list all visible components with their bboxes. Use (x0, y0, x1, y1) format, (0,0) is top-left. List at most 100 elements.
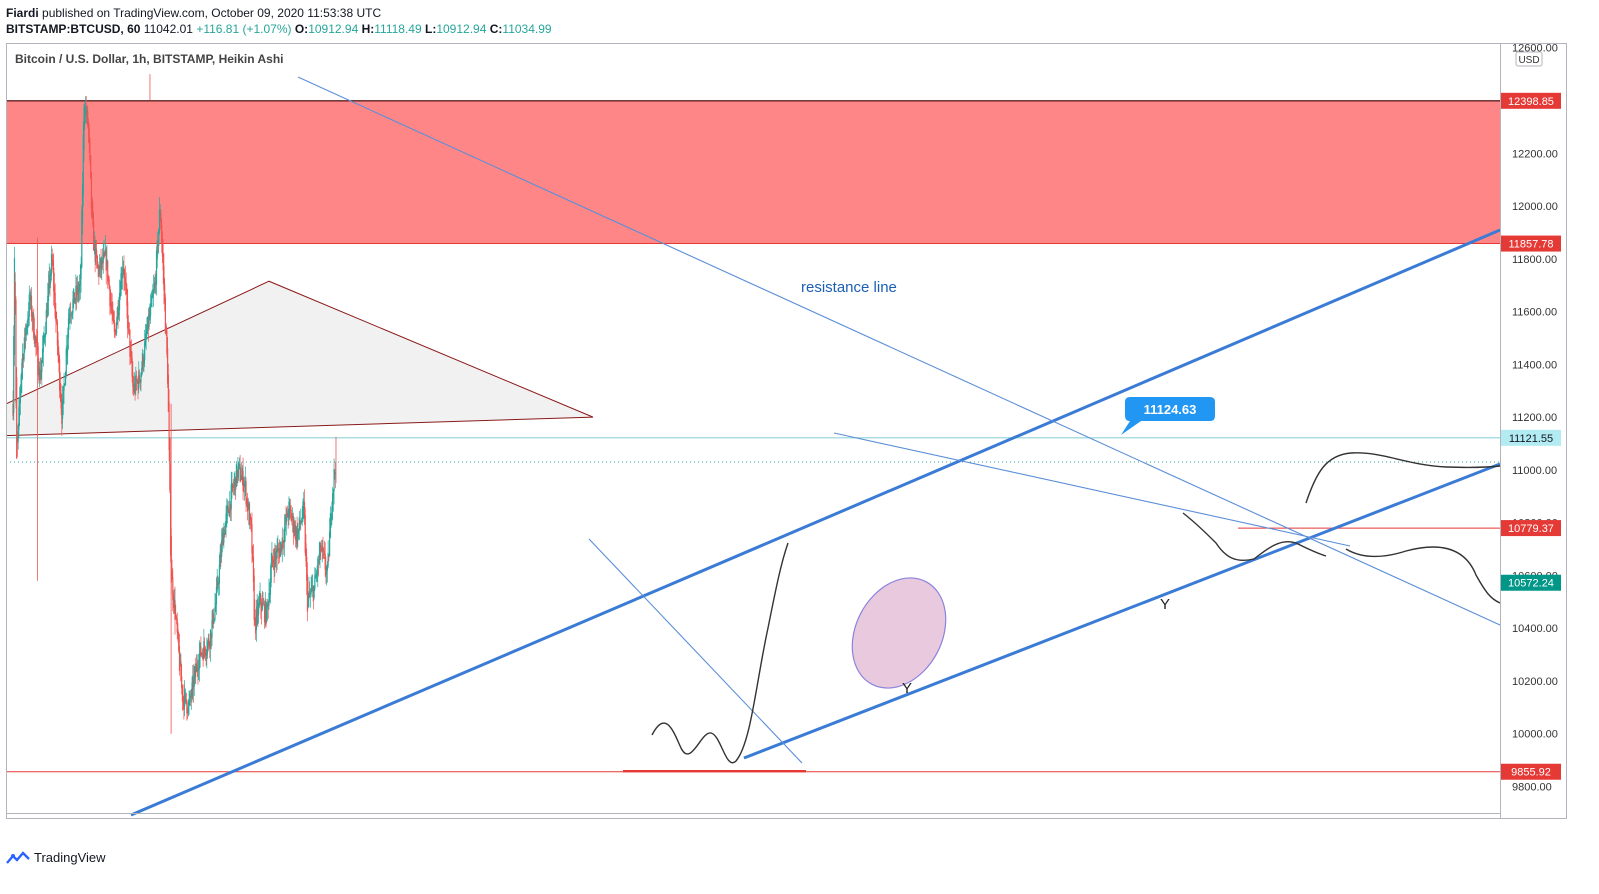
candle-body (66, 348, 68, 356)
candle-body (27, 318, 29, 327)
candle-body (53, 285, 56, 296)
candle-body (123, 268, 125, 279)
price-chart[interactable]: resistance line Y Y Bitcoin / U.S. Dollar, … (6, 43, 1567, 819)
author[interactable]: Fiardi (6, 6, 39, 20)
candle-body (124, 275, 126, 278)
candle-body (236, 469, 238, 480)
candle-body (122, 267, 124, 271)
candle-body (44, 333, 47, 337)
low-value: 10912.94 (436, 22, 487, 36)
candle-body (129, 329, 131, 357)
y-tick-label: 10000.00 (1512, 729, 1558, 741)
candle-body (19, 389, 21, 404)
candle-body (135, 378, 138, 382)
candle-body (292, 516, 294, 534)
candle-body (293, 528, 295, 533)
candle-body (30, 294, 32, 300)
candle-body (281, 537, 283, 551)
candle-body (64, 385, 66, 387)
candle-body (161, 239, 164, 257)
price-axis-label-bg (1501, 520, 1561, 537)
candle-body (233, 482, 235, 488)
candle-body (187, 702, 189, 713)
candle-body (330, 519, 332, 521)
candle-body (312, 586, 314, 602)
y-tick-label: 10200.00 (1512, 676, 1558, 688)
candle-body (276, 548, 278, 559)
candle-body (224, 522, 226, 535)
y-marker-1: Y (902, 680, 912, 697)
candle-body (234, 476, 236, 484)
candle-body (263, 603, 265, 605)
candle-body (108, 279, 110, 289)
projection-curve (1305, 452, 1501, 504)
candle-body (271, 552, 273, 568)
candle-body (303, 500, 305, 506)
candle-body (87, 111, 89, 126)
candle-body (317, 562, 320, 564)
candle-body (54, 292, 56, 318)
candle-body (137, 380, 139, 391)
candle-body (127, 321, 130, 323)
price-axis-label: 11857.78 (1508, 239, 1553, 251)
candle-body (329, 513, 331, 538)
candle-body (67, 318, 70, 339)
candle-body (262, 603, 264, 605)
candle-body (118, 292, 121, 310)
candle-body (20, 374, 22, 393)
candle-body (214, 607, 216, 620)
candle-body (155, 283, 157, 285)
candle-body (320, 545, 322, 552)
candle-body (323, 551, 326, 555)
chart-header: Fiardi published on TradingView.com, Oct… (6, 5, 552, 37)
candle-body (24, 328, 26, 348)
candle-body (164, 283, 166, 303)
candle-body (29, 298, 31, 301)
candle-body (331, 507, 333, 520)
candle-body (27, 315, 30, 321)
candle-body (160, 213, 162, 229)
candle-body (273, 562, 275, 570)
candle-body (175, 615, 177, 618)
candle-body (84, 114, 86, 119)
candle-body (241, 468, 243, 477)
price-axis-label: 9855.92 (1511, 767, 1551, 779)
chart-frame[interactable]: resistance line Y Y Bitcoin / U.S. Dollar, … (6, 43, 1567, 819)
candle-body (56, 321, 58, 346)
candle-body (334, 472, 337, 474)
price-callout (1121, 397, 1215, 435)
candle-body (171, 571, 173, 580)
candle-body (252, 546, 254, 560)
candle-body (202, 653, 204, 661)
candle-body (243, 482, 246, 487)
candle-body (48, 274, 50, 288)
footer-brand[interactable]: TradingView (34, 850, 106, 865)
symbol[interactable]: BITSTAMP:BTCUSD, 60 (6, 22, 141, 36)
resistance-line-label: resistance line (801, 279, 897, 296)
candle-body (112, 311, 114, 313)
candle-body (138, 374, 141, 382)
candle-body (259, 593, 261, 602)
candle-body (311, 586, 313, 591)
candle-body (49, 277, 51, 284)
candle-body (38, 367, 40, 381)
candle-body (241, 475, 243, 480)
candle-body (267, 603, 269, 607)
candle-body (235, 477, 237, 491)
candle-body (289, 505, 291, 507)
candle-body (300, 522, 302, 524)
candle-body (308, 591, 310, 599)
y-tick-label: 11200.00 (1512, 412, 1557, 424)
candle-body (172, 577, 174, 601)
candle-body (266, 603, 268, 620)
candle-body (260, 595, 262, 607)
candle-body (92, 211, 94, 226)
candle-body (147, 320, 149, 329)
candle-body (95, 247, 97, 257)
candle-body (297, 528, 300, 534)
candle-body (99, 258, 101, 268)
candle-body (150, 296, 152, 307)
candle-body (117, 312, 119, 317)
candle-body (78, 283, 81, 291)
candle-body (35, 337, 37, 344)
